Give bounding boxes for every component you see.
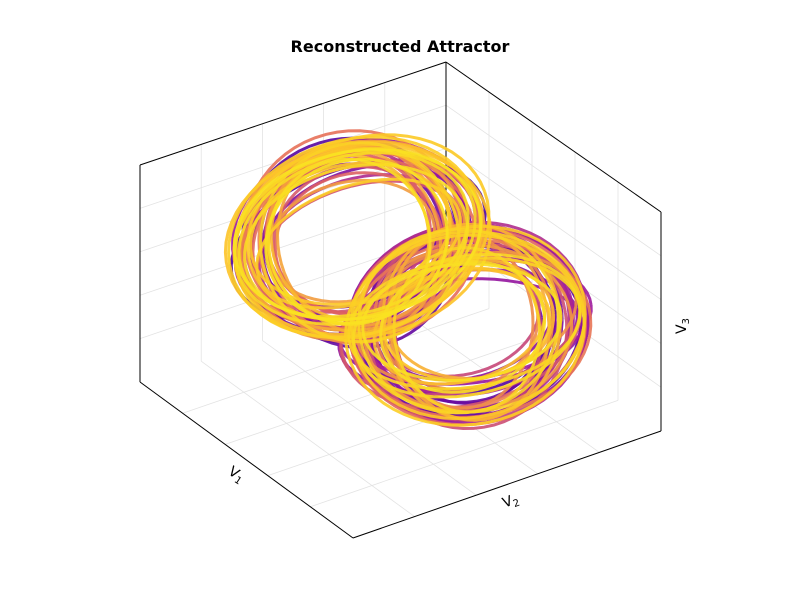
chart-title: Reconstructed Attractor xyxy=(291,37,510,56)
box-edge xyxy=(139,381,354,539)
trajectory-loop xyxy=(264,157,449,325)
trajectory-loop xyxy=(266,158,432,326)
trajectory-loop xyxy=(379,260,547,394)
trajectory-loop xyxy=(351,252,582,399)
trajectory xyxy=(223,129,593,431)
box-edge xyxy=(445,61,662,213)
grid-line xyxy=(139,191,447,296)
trajectory-loop xyxy=(349,230,586,414)
trajectory-loop xyxy=(223,143,493,340)
grid-line xyxy=(310,400,619,508)
grid-line xyxy=(200,360,415,517)
z-axis-label: V3 xyxy=(674,318,692,334)
grid-line xyxy=(182,308,490,414)
trajectory-loop xyxy=(232,148,483,321)
grid-line xyxy=(445,148,662,300)
trajectory-loop xyxy=(347,256,582,391)
box-edge xyxy=(139,61,447,166)
grid-line xyxy=(445,104,662,257)
trajectory-loop xyxy=(275,149,443,336)
trajectory-loop xyxy=(233,133,491,339)
box-edge xyxy=(352,430,662,539)
grid-line xyxy=(262,340,477,496)
trajectory-loop xyxy=(357,227,560,415)
axes-box-front xyxy=(139,381,662,539)
trajectory-loop xyxy=(344,233,586,427)
trajectory-loop xyxy=(258,141,461,344)
trajectory-loop xyxy=(361,262,563,383)
